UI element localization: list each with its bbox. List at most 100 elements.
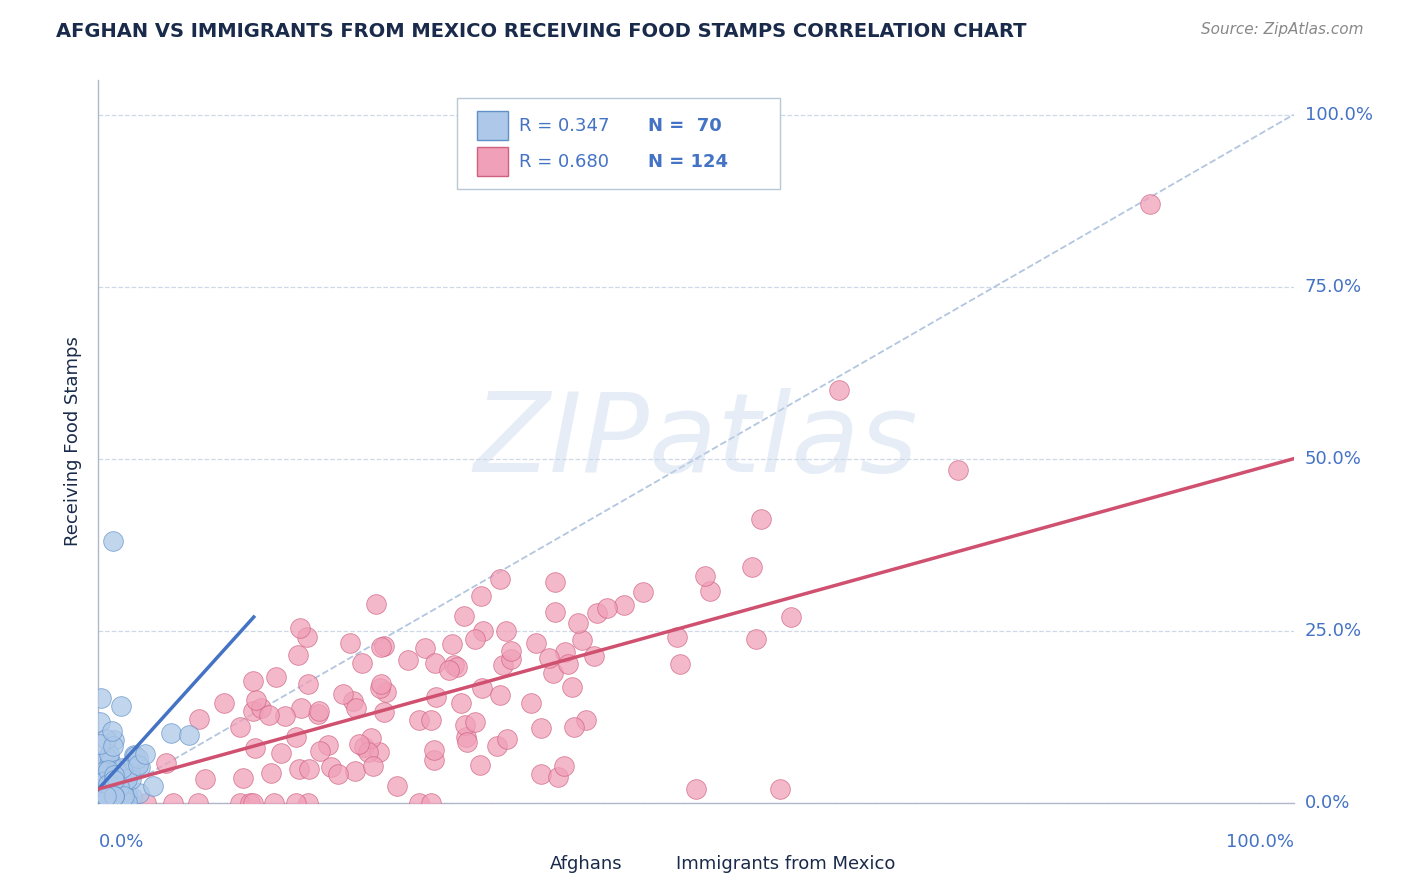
Point: [290, 701, 312, 715]
Point: [571, 633, 593, 648]
Point: [112, 789, 135, 804]
Point: [101, 534, 124, 549]
Point: [319, 760, 342, 774]
Point: [93, 764, 115, 779]
Point: [155, 756, 177, 771]
Point: [104, 782, 127, 797]
Text: ZIPatlas: ZIPatlas: [474, 388, 918, 495]
Point: [520, 696, 543, 710]
Point: [101, 739, 124, 753]
Point: [544, 605, 567, 619]
FancyBboxPatch shape: [523, 854, 544, 875]
Point: [232, 771, 254, 785]
Point: [124, 760, 146, 774]
Point: [97, 782, 120, 797]
Point: [562, 720, 585, 734]
Point: [309, 744, 332, 758]
Point: [553, 759, 575, 773]
Point: [162, 796, 184, 810]
Point: [124, 749, 146, 764]
Point: [94, 789, 117, 803]
Point: [470, 590, 492, 604]
Point: [96, 767, 118, 781]
Point: [326, 766, 349, 780]
Point: [413, 640, 436, 655]
Point: [120, 772, 142, 786]
Text: R = 0.680: R = 0.680: [519, 153, 609, 171]
Text: 75.0%: 75.0%: [1305, 277, 1362, 296]
Point: [90, 767, 112, 781]
Point: [585, 606, 607, 620]
Point: [94, 779, 117, 793]
Point: [129, 760, 152, 774]
Point: [229, 796, 252, 810]
Point: [96, 785, 118, 799]
Point: [101, 773, 124, 788]
Text: Source: ZipAtlas.com: Source: ZipAtlas.com: [1201, 22, 1364, 37]
Point: [193, 772, 215, 786]
Point: [1139, 197, 1161, 211]
Point: [115, 791, 138, 805]
Point: [93, 775, 115, 789]
Text: R = 0.347: R = 0.347: [519, 117, 610, 135]
Point: [385, 779, 408, 793]
Point: [177, 728, 200, 742]
Point: [97, 747, 120, 762]
Point: [332, 687, 354, 701]
Point: [242, 673, 264, 688]
Point: [295, 631, 318, 645]
Point: [423, 753, 446, 767]
Point: [443, 657, 465, 672]
Point: [100, 723, 122, 738]
Point: [108, 780, 131, 794]
Point: [285, 796, 308, 810]
FancyBboxPatch shape: [477, 147, 509, 177]
Point: [524, 636, 547, 650]
Point: [396, 652, 419, 666]
Point: [357, 745, 380, 759]
Point: [464, 632, 486, 646]
Point: [89, 768, 111, 782]
Point: [245, 693, 267, 707]
Point: [780, 609, 803, 624]
Point: [308, 704, 330, 718]
FancyBboxPatch shape: [477, 112, 509, 140]
Point: [96, 791, 118, 805]
Text: 50.0%: 50.0%: [1305, 450, 1361, 467]
Text: 0.0%: 0.0%: [1305, 794, 1350, 812]
Point: [349, 737, 371, 751]
Point: [419, 796, 441, 810]
Point: [87, 786, 110, 800]
Point: [693, 569, 716, 583]
Point: [297, 796, 319, 810]
Point: [260, 766, 283, 780]
Point: [298, 762, 321, 776]
Point: [699, 584, 721, 599]
Point: [561, 680, 583, 694]
Point: [544, 574, 567, 589]
Point: [187, 712, 209, 726]
Point: [596, 600, 619, 615]
Point: [121, 790, 143, 805]
Point: [423, 656, 446, 670]
Point: [450, 696, 472, 710]
Point: [242, 796, 264, 810]
Point: [187, 796, 209, 810]
Text: 100.0%: 100.0%: [1305, 105, 1372, 124]
Point: [471, 624, 494, 639]
Point: [665, 631, 688, 645]
Text: N =  70: N = 70: [648, 117, 721, 135]
Point: [318, 739, 340, 753]
Point: [108, 764, 131, 779]
Point: [98, 779, 121, 793]
Point: [489, 688, 512, 702]
Point: [373, 639, 395, 653]
Point: [370, 677, 392, 691]
Text: 100.0%: 100.0%: [1226, 833, 1294, 851]
Point: [98, 755, 121, 769]
Point: [353, 739, 375, 754]
Point: [103, 768, 125, 782]
Point: [142, 779, 165, 793]
Point: [96, 731, 118, 746]
Point: [557, 657, 579, 671]
